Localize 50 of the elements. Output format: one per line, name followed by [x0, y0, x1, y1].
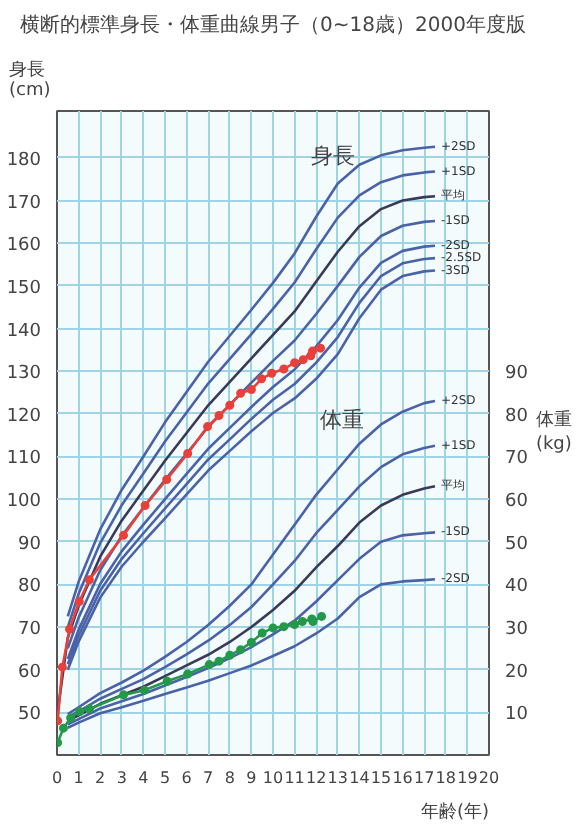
y-tick-label: 80	[18, 577, 42, 598]
y2-tick-label: 20	[505, 662, 529, 683]
y-tick-label: 130	[6, 364, 42, 385]
x-tick-label: 14	[349, 769, 370, 787]
y2-tick-label: 40	[505, 577, 529, 598]
annotation: 体重	[320, 407, 365, 434]
x-tick-label: 17	[414, 769, 435, 787]
x-tick-label: 6	[181, 769, 192, 787]
y-tick-label: 170	[6, 193, 42, 214]
y2-tick-label: 90	[505, 364, 529, 385]
x-tick-label: 11	[284, 769, 305, 787]
x-tick-label: 10	[262, 769, 284, 787]
x-tick-label: 15	[370, 769, 392, 787]
x-tick-label: 18	[435, 769, 456, 787]
y-tick-label: 120	[6, 406, 42, 427]
y2-tick-label: 30	[505, 620, 529, 641]
x-tick-label: 13	[327, 769, 348, 787]
annotation: 身長	[311, 143, 356, 170]
y-axis-title: 身長 (cm)	[9, 59, 51, 101]
y2-tick-label: 50	[505, 534, 529, 555]
x-tick-label: 1	[73, 769, 84, 787]
x-tick-label: 4	[138, 769, 149, 787]
y-tick-label: 50	[18, 705, 42, 726]
y-tick-label: 60	[18, 662, 42, 683]
y2-tick-label: 70	[505, 449, 529, 470]
y-tick-label: 160	[6, 236, 42, 257]
y-tick-label: 150	[6, 278, 42, 299]
y-tick-label: 140	[6, 321, 42, 342]
x-tick-label: 0	[51, 769, 63, 787]
x-tick-label: 7	[203, 769, 214, 787]
y2-axis-title: 体重 (kg)	[535, 409, 572, 455]
x-tick-label: 3	[116, 769, 127, 787]
x-tick-label: 5	[159, 769, 171, 787]
x-tick-label: 2	[95, 769, 106, 787]
chart-title: 横断的標準身長・体重曲線男子（0~18歳）2000年度版	[20, 13, 526, 37]
x-tick-label: 16	[392, 769, 413, 787]
y-tick-label: 180	[6, 150, 42, 171]
x-tick-label: 9	[246, 769, 257, 787]
x-tick-label: 19	[457, 769, 478, 787]
y2-tick-label: 80	[505, 406, 529, 427]
y2-tick-label: 60	[505, 492, 529, 513]
x-tick-label: 8	[224, 769, 235, 787]
y-tick-label: 110	[6, 449, 42, 470]
y-tick-label: 100	[6, 492, 42, 513]
y-tick-label: 90	[18, 534, 42, 555]
y2-tick-label: 10	[505, 705, 529, 726]
x-axis-title: 年齢(年)	[420, 801, 490, 823]
x-tick-label: 12	[306, 769, 327, 787]
x-tick-label: 20	[478, 769, 500, 787]
y-tick-label: 70	[18, 620, 42, 641]
